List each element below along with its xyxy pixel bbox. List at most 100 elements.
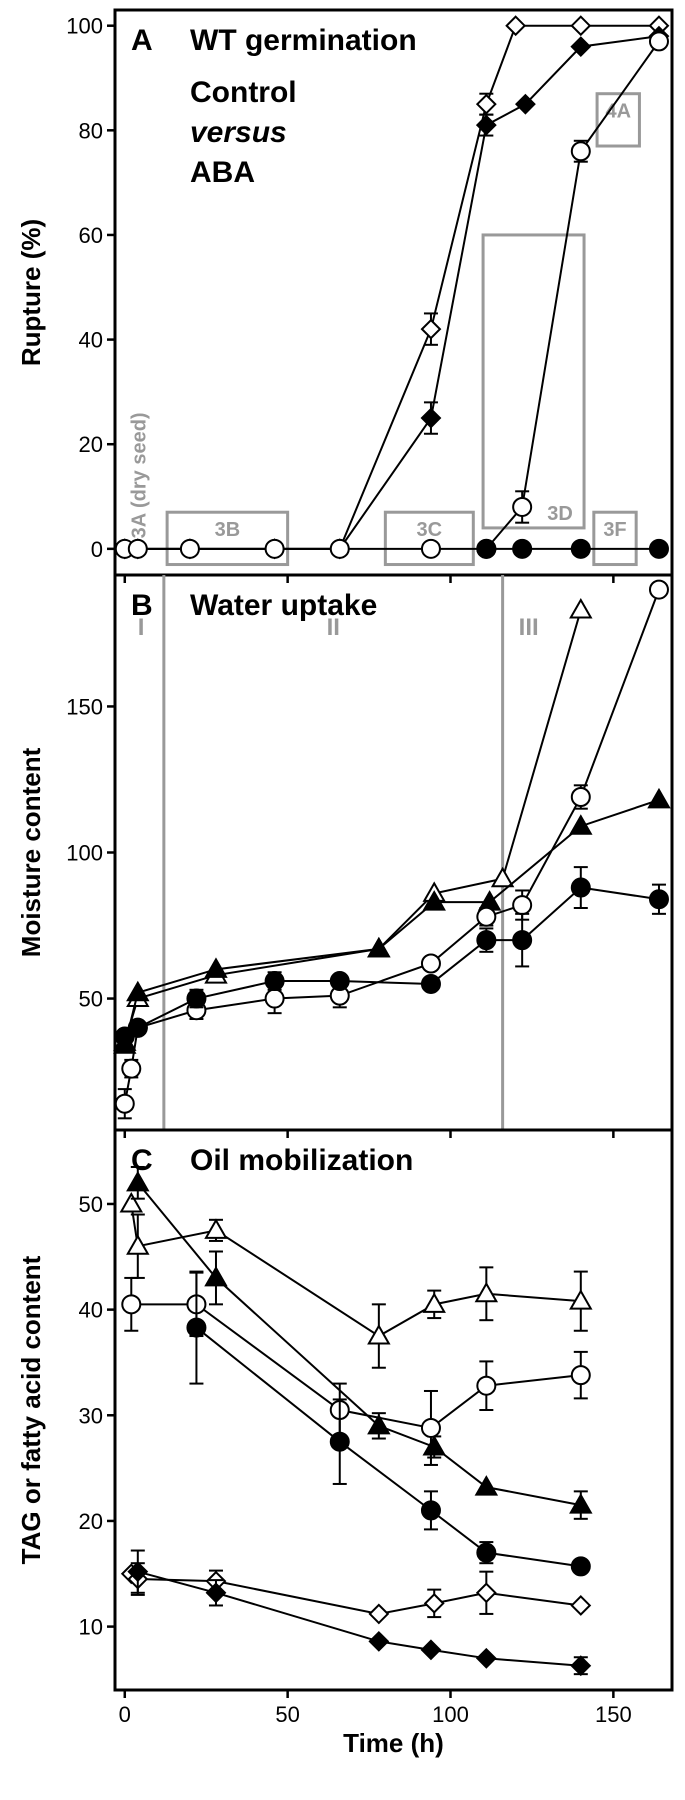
panel-subtitle-line: Control xyxy=(190,76,297,109)
data-point xyxy=(490,866,515,888)
data-point xyxy=(186,1317,207,1338)
data-point xyxy=(121,1294,142,1315)
data-point xyxy=(204,1265,228,1287)
data-point xyxy=(264,988,285,1009)
data-point xyxy=(476,930,497,951)
data-point xyxy=(569,598,593,619)
data-point xyxy=(475,114,497,136)
data-point xyxy=(420,1500,441,1521)
y-axis-title: TAG or fatty acid content xyxy=(16,1255,46,1564)
series xyxy=(126,1165,593,1520)
data-point xyxy=(569,814,593,835)
series xyxy=(121,1271,591,1466)
data-point xyxy=(204,1218,228,1239)
panel-letter: B xyxy=(131,589,153,622)
data-point xyxy=(512,538,533,559)
data-point xyxy=(570,36,592,58)
y-tick-label: 50 xyxy=(79,1192,103,1217)
data-point xyxy=(420,973,441,994)
data-point xyxy=(570,15,592,37)
y-tick-label: 20 xyxy=(79,432,103,457)
y-tick-label: 10 xyxy=(79,1615,103,1640)
panel-title: Water uptake xyxy=(190,589,377,622)
y-tick-label: 20 xyxy=(79,1509,103,1534)
data-point xyxy=(121,1058,142,1079)
y-axis-title: Moisture content xyxy=(16,747,46,957)
data-point xyxy=(367,936,391,958)
data-point xyxy=(648,538,669,559)
data-point xyxy=(126,980,150,1002)
data-point xyxy=(186,988,207,1009)
series xyxy=(114,866,669,1047)
data-point xyxy=(512,930,533,951)
panel-letter: A xyxy=(131,24,153,57)
series xyxy=(119,1191,593,1369)
data-point xyxy=(570,1365,591,1386)
data-point xyxy=(127,1561,149,1583)
data-point xyxy=(515,93,536,115)
data-point xyxy=(647,787,671,809)
data-point xyxy=(570,1556,591,1577)
x-tick-label: 150 xyxy=(595,1702,632,1727)
data-point xyxy=(420,953,441,974)
data-point xyxy=(505,15,527,37)
data-point xyxy=(648,31,669,52)
data-point xyxy=(204,957,228,978)
data-point xyxy=(420,407,442,429)
series-line xyxy=(130,1203,581,1338)
panel-subtitle-line: versus xyxy=(190,116,287,149)
data-point xyxy=(368,1630,390,1652)
data-point xyxy=(512,496,533,517)
series-line xyxy=(124,40,660,550)
data-point xyxy=(570,787,591,807)
data-point xyxy=(570,538,591,559)
data-point xyxy=(569,1289,593,1310)
data-point xyxy=(570,877,591,898)
data-point xyxy=(119,1191,144,1213)
data-point xyxy=(126,1234,150,1255)
panel-c: 10 20 30 40 50 0 50 100 150 TAG or fatty acid con… xyxy=(16,1128,674,1758)
series-line xyxy=(124,35,660,550)
data-point xyxy=(648,889,669,910)
y-tick-label: 0 xyxy=(91,537,103,562)
data-point xyxy=(475,1582,497,1604)
data-point xyxy=(329,971,350,992)
data-point xyxy=(114,1093,135,1114)
annotation-label: 3C xyxy=(417,519,443,541)
data-point xyxy=(474,1281,499,1303)
data-point xyxy=(422,1292,446,1313)
data-point xyxy=(648,579,669,600)
data-point xyxy=(205,1582,227,1604)
annotation-box xyxy=(595,92,641,148)
y-tick-label: 30 xyxy=(79,1403,103,1428)
data-point xyxy=(474,1475,499,1496)
panel-frame xyxy=(113,573,674,1132)
data-point xyxy=(420,1639,442,1661)
series xyxy=(127,1549,592,1677)
data-point xyxy=(422,890,446,911)
data-point xyxy=(127,1017,148,1038)
annotation-box xyxy=(592,510,638,567)
series-line xyxy=(195,1326,581,1568)
data-point xyxy=(329,538,350,559)
y-tick-label: 80 xyxy=(79,118,103,143)
data-point xyxy=(367,1413,391,1435)
x-axis-title: Time (h) xyxy=(343,1728,444,1758)
series-line xyxy=(130,1572,581,1615)
data-point xyxy=(423,1592,445,1614)
annotation-label: 3A (dry seed) xyxy=(128,412,150,538)
series xyxy=(186,1270,591,1577)
series xyxy=(113,787,671,1054)
y-tick-label: 40 xyxy=(79,328,103,353)
data-point xyxy=(475,93,497,115)
x-tick-label: 0 xyxy=(119,1702,131,1727)
data-point xyxy=(367,1324,391,1345)
data-point xyxy=(264,971,285,992)
data-point xyxy=(476,1542,497,1563)
data-point xyxy=(476,906,497,927)
panel-frame xyxy=(113,1128,674,1692)
series xyxy=(114,579,669,1120)
annotation-label: 3F xyxy=(603,519,626,541)
